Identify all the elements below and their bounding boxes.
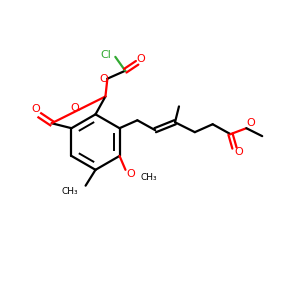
Text: O: O — [32, 104, 40, 114]
Text: O: O — [70, 103, 79, 113]
Text: O: O — [137, 54, 146, 64]
Text: O: O — [246, 118, 255, 128]
Text: O: O — [234, 147, 243, 157]
Text: Cl: Cl — [100, 50, 111, 60]
Text: O: O — [126, 169, 135, 179]
Text: O: O — [99, 74, 108, 84]
Text: CH₃: CH₃ — [61, 187, 78, 196]
Text: CH₃: CH₃ — [140, 173, 157, 182]
